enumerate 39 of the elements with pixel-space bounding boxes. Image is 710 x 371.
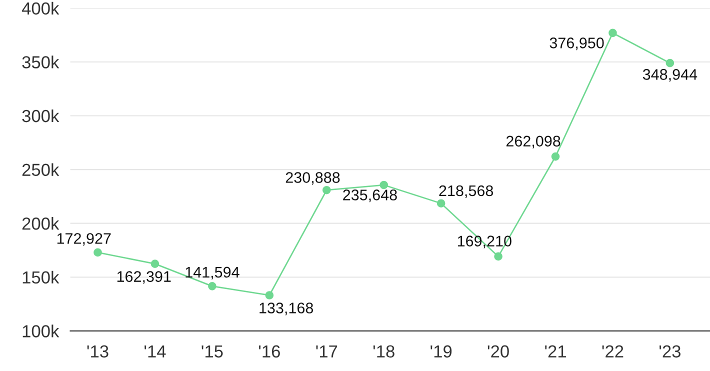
text: 230,888: [286, 172, 340, 185]
y-tick-label: 200k: [22, 217, 60, 230]
y-tick-label: 350k: [22, 56, 60, 68]
point: [265, 291, 274, 300]
x-tick-label: '18: [373, 345, 394, 358]
x-tick-label: '22: [602, 345, 624, 358]
y-tick-label: 400k: [22, 2, 60, 15]
x-tick-label: '20: [488, 345, 509, 358]
x-tick-label: '19: [430, 345, 452, 358]
y-tick-label: 250k: [22, 163, 60, 176]
point: [208, 282, 216, 290]
x-tick-label: '13: [87, 345, 108, 358]
x-tick-label: '21: [545, 345, 566, 358]
x-tick-label: '23: [660, 345, 680, 358]
y-tick-label: 300k: [22, 109, 60, 122]
point: [150, 260, 160, 268]
point: [436, 199, 446, 208]
x-tick-label: '14: [144, 345, 166, 358]
text: 133,168: [260, 302, 314, 316]
text: 141,594: [186, 266, 240, 280]
point: [94, 248, 102, 257]
x-tick-label: '16: [258, 345, 280, 358]
text: 172,927: [57, 233, 111, 246]
x-tick-label: '15: [202, 345, 223, 358]
point: [551, 152, 560, 161]
y-tick-label: 150k: [22, 270, 60, 284]
point: [666, 58, 674, 68]
text: 162,391: [117, 271, 171, 284]
y-tick-label: 100k: [22, 324, 60, 338]
text: 376,950: [550, 38, 604, 50]
text: 218,568: [439, 185, 494, 198]
text: 262,098: [506, 136, 560, 148]
point: [608, 28, 617, 38]
text: 235,648: [343, 190, 397, 202]
text: 348,944: [642, 69, 698, 82]
point: [322, 186, 331, 194]
x-tick-label: '17: [316, 345, 338, 358]
point: [380, 180, 388, 190]
point: [494, 252, 502, 261]
